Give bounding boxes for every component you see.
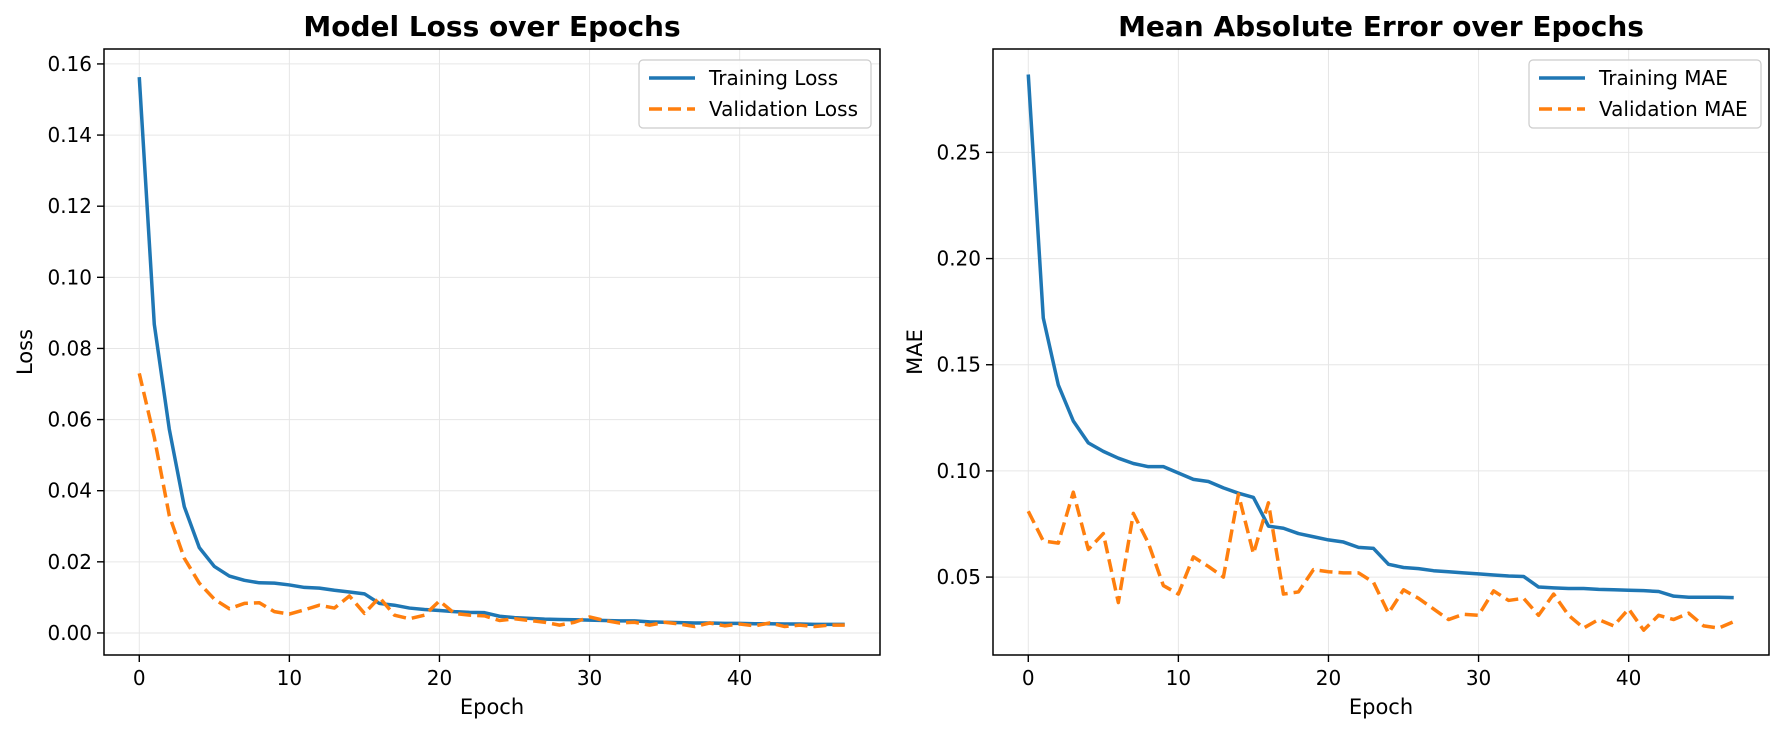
x-tick-label: 0 — [1022, 666, 1035, 690]
x-tick-label: 0 — [133, 666, 146, 690]
x-tick-label: 30 — [577, 666, 602, 690]
x-tick-label: 10 — [1166, 666, 1191, 690]
y-tick-label: 0.16 — [47, 52, 92, 76]
y-tick-label: 0.06 — [47, 408, 92, 432]
x-axis-label: Epoch — [460, 695, 524, 719]
y-tick-label: 0.12 — [47, 194, 92, 218]
y-tick-label: 0.04 — [47, 479, 92, 503]
x-tick-label: 10 — [277, 666, 302, 690]
y-tick-label: 0.10 — [936, 459, 981, 483]
series-line-validation-loss — [137, 372, 845, 629]
chart-panel-1: 0 10 20 30 40 0.05 0.10 0.15 0.20 0.25 Mean Absolu… — [903, 10, 1770, 719]
y-tick-label: 0.08 — [47, 336, 92, 360]
legend-label: Training MAE — [1598, 66, 1728, 90]
chart-title: Mean Absolute Error over Epochs — [1118, 10, 1644, 43]
y-tick-label: 0.25 — [936, 140, 981, 164]
axes-frame — [992, 48, 1770, 656]
y-tick-label: 0.10 — [47, 265, 92, 289]
series-line-training-loss — [137, 76, 845, 627]
legend: Training MAE Validation MAE — [1528, 59, 1762, 129]
y-tick-label: 0.02 — [47, 550, 92, 574]
y-tick-label: 0.05 — [936, 565, 981, 589]
legend-label: Validation Loss — [709, 97, 858, 121]
legend-box — [638, 59, 872, 129]
axes-frame — [103, 48, 881, 656]
x-tick-label: 30 — [1466, 666, 1491, 690]
y-tick-label: 0.00 — [47, 621, 92, 645]
y-tick-label: 0.20 — [936, 247, 981, 271]
x-tick-label: 40 — [727, 666, 752, 690]
y-axis-label: Loss — [13, 329, 37, 375]
chart-title: Model Loss over Epochs — [303, 10, 680, 43]
legend-label: Training Loss — [708, 66, 838, 90]
x-tick-label: 20 — [427, 666, 452, 690]
y-tick-label: 0.14 — [47, 123, 92, 147]
y-tick-label: 0.15 — [936, 353, 981, 377]
chart-panel-0: 0 10 20 30 40 0.00 0.02 0.04 0.06 0.08 0.10 0.12 0.1… — [13, 10, 881, 719]
series-line-validation-mae — [1026, 490, 1735, 632]
x-tick-label: 40 — [1616, 666, 1641, 690]
series-line-training-mae — [1026, 74, 1734, 600]
x-axis-label: Epoch — [1349, 695, 1413, 719]
x-tick-label: 20 — [1316, 666, 1341, 690]
y-axis-label: MAE — [903, 329, 927, 375]
legend-label: Validation MAE — [1599, 97, 1748, 121]
legend-box — [1528, 59, 1762, 129]
legend: Training Loss Validation Loss — [638, 59, 872, 129]
